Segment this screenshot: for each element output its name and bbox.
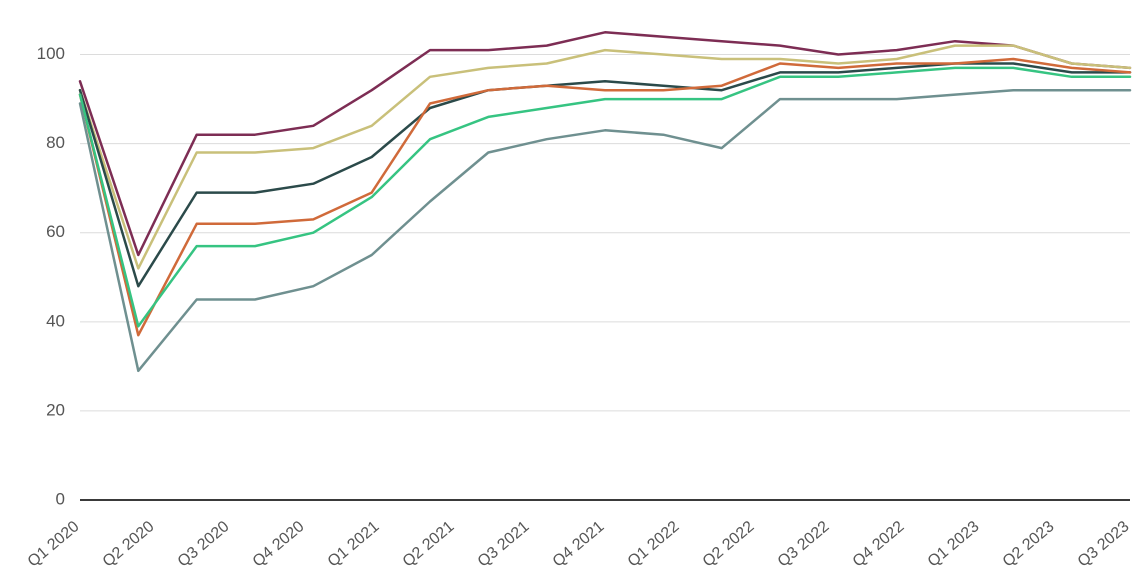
series-green [80, 68, 1130, 326]
series-darkteal [80, 64, 1130, 287]
line-chart: 0 20 40 60 80 100 Q1 2020 Q2 2020 Q3 2020 Q4 2020… [0, 0, 1140, 570]
series-slate [80, 90, 1130, 371]
x-tick-label: Q3 2022 [775, 518, 833, 570]
y-tick-label: 80 [46, 133, 65, 152]
y-tick-label: 0 [56, 489, 65, 508]
x-tick-label: Q1 2020 [25, 518, 83, 570]
x-tick-label: Q4 2022 [850, 518, 908, 570]
x-tick-label: Q1 2022 [625, 518, 683, 570]
y-tick-label: 60 [46, 222, 65, 241]
x-tick-label: Q2 2021 [400, 518, 458, 570]
x-tick-label: Q2 2022 [700, 518, 758, 570]
x-tick-label: Q4 2021 [550, 518, 608, 570]
y-tick-label: 40 [46, 311, 65, 330]
series-orange [80, 59, 1130, 335]
series-khaki [80, 46, 1130, 269]
y-tick-label: 20 [46, 400, 65, 419]
x-tick-label: Q3 2021 [475, 518, 533, 570]
chart-svg: 0 20 40 60 80 100 Q1 2020 Q2 2020 Q3 2020 Q4 2020… [0, 0, 1140, 570]
x-tick-label: Q1 2023 [925, 518, 983, 570]
x-tick-label: Q2 2023 [1000, 518, 1058, 570]
y-tick-label: 100 [37, 44, 65, 63]
x-tick-label: Q2 2020 [100, 518, 158, 570]
x-tick-label: Q4 2020 [250, 518, 308, 570]
x-tick-label: Q1 2021 [325, 518, 383, 570]
x-tick-label: Q3 2020 [175, 518, 233, 570]
x-tick-label: Q3 2023 [1075, 518, 1133, 570]
